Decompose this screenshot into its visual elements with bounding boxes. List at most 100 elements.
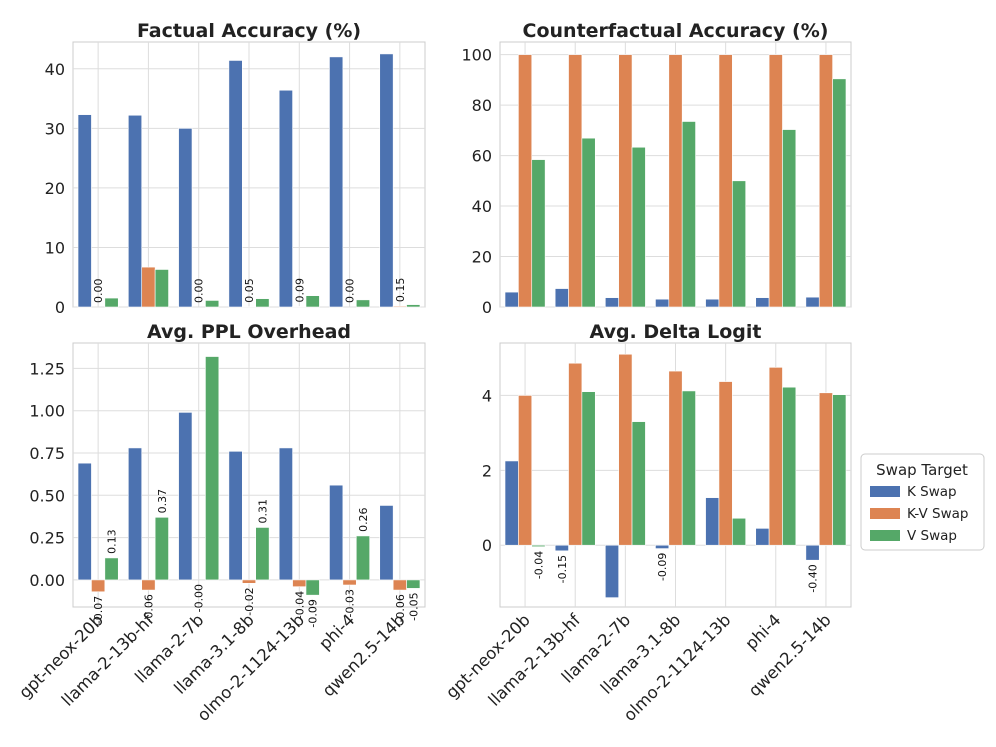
y-tick-label: 0 (482, 536, 492, 555)
y-tick-label: 0.75 (29, 444, 65, 463)
bar-v-swap-phi-4 (355, 299, 370, 308)
data-label: -0.00 (193, 584, 206, 612)
bar-k-swap-llama-3-1-8b (655, 298, 670, 308)
bar-v-swap-llama-2-13b-hf (581, 137, 596, 308)
bar-v-swap-gpt-neox-20b (531, 159, 546, 308)
x-tick-label: llama-2-13b-hf (58, 610, 158, 710)
legend-swatch-v-swap (870, 530, 900, 541)
bar-k-swap-gpt-neox-20b (504, 291, 519, 308)
bar-k-swap-phi-4 (755, 528, 770, 546)
chart-counterfactual-accuracy: 0 20 40 60 80 100 Counterfactual Accuracy (%) (461, 20, 852, 317)
y-tick-label: 1.25 (29, 359, 65, 378)
legend-label-v-swap: V Swap (907, 528, 957, 544)
data-label: 0.37 (156, 489, 169, 514)
bar-v-swap-llama-2-13b-hf (154, 517, 169, 581)
bar-v-swap-qwen2-5-14b (406, 304, 421, 308)
chart-avg-ppl-overhead: 0.00 0.25 0.50 0.75 1.00 1.25 -0.07 0.13 -0.06 0.… (15, 321, 426, 725)
bar-v-swap-llama-2-13b-hf (581, 391, 596, 546)
bar-v-swap-phi-4 (355, 535, 370, 581)
bar-v-swap-qwen2-5-14b (406, 579, 421, 589)
y-tick-label: 2 (482, 461, 492, 480)
bar-k-v-swap-phi-4 (768, 367, 783, 546)
x-tick-label: gpt-neox-20b (15, 610, 107, 702)
bar-k-swap-gpt-neox-20b (504, 460, 519, 546)
bar-k-v-swap-phi-4 (342, 579, 357, 586)
bar-k-v-swap-llama-2-13b-hf (141, 266, 156, 308)
bar-k-v-swap-qwen2-5-14b (818, 392, 833, 546)
y-tick-label: 4 (482, 386, 492, 405)
y-tick-label: 40 (45, 60, 65, 79)
bar-v-swap-llama-3-1-8b (255, 298, 270, 308)
y-tick-label: 0 (55, 298, 65, 317)
bar-k-swap-llama-2-13b-hf (554, 288, 569, 308)
y-tick-label: 0.00 (29, 571, 65, 590)
data-label: -0.06 (394, 594, 407, 622)
data-label: -0.02 (243, 587, 256, 615)
bar-v-swap-olmo-2-1124-13b (732, 517, 746, 546)
y-tick-label: 60 (472, 147, 492, 166)
bar-k-v-swap-olmo-2-1124-13b (292, 579, 307, 587)
data-label: -0.15 (556, 555, 569, 583)
bar-v-swap-llama-3-1-8b (681, 121, 696, 308)
legend-title: Swap Target (876, 461, 968, 479)
bar-k-swap-llama-2-7b (604, 544, 619, 598)
chart-factual-accuracy: 0 10 20 30 40 0.00 0.00 0.05 0.09 0.00 0.15 Factual… (45, 20, 426, 317)
data-label: 0.00 (92, 279, 105, 304)
bar-k-v-swap-llama-2-13b-hf (568, 362, 583, 546)
bar-k-swap-olmo-2-1124-13b (278, 89, 293, 308)
data-label: 0.09 (293, 278, 306, 303)
chart-title: Avg. PPL Overhead (147, 321, 351, 343)
bar-k-swap-llama-2-7b (178, 128, 193, 308)
bar-k-v-swap-gpt-neox-20b (91, 579, 106, 593)
bar-k-v-swap-gpt-neox-20b (518, 54, 533, 308)
data-label: -0.03 (344, 589, 357, 617)
bar-k-swap-qwen2-5-14b (379, 505, 394, 581)
data-label: -0.04 (532, 551, 545, 579)
bar-v-swap-qwen2-5-14b (832, 394, 847, 546)
data-label: 0.26 (357, 507, 370, 532)
data-label: 0.05 (243, 278, 256, 303)
legend-swatch-k-swap (870, 486, 900, 497)
bar-k-swap-llama-3-1-8b (655, 544, 670, 549)
bar-k-v-swap-llama-2-7b (618, 353, 633, 546)
data-label: -0.07 (92, 596, 105, 624)
bar-k-v-swap-olmo-2-1124-13b (718, 54, 733, 308)
bar-v-swap-phi-4 (782, 386, 797, 546)
bar-v-swap-gpt-neox-20b (104, 297, 119, 308)
bar-k-swap-llama-3-1-8b (228, 60, 243, 308)
bar-k-v-swap-llama-2-7b (618, 54, 633, 308)
bar-k-v-swap-llama-3-1-8b (241, 579, 257, 584)
x-tick-label: gpt-neox-20b (442, 610, 534, 702)
data-label: -0.04 (293, 591, 306, 619)
x-tick-label: llama-2-13b-hf (485, 610, 585, 710)
bar-k-v-swap-qwen2-5-14b (392, 579, 407, 591)
bar-k-v-swap-qwen2-5-14b (818, 54, 833, 308)
data-label: 0.00 (344, 279, 357, 304)
bar-v-swap-olmo-2-1124-13b (732, 180, 746, 308)
bar-k-swap-olmo-2-1124-13b (278, 447, 293, 581)
bar-v-swap-gpt-neox-20b (104, 557, 119, 581)
y-tick-label: 40 (472, 197, 492, 216)
bar-k-swap-olmo-2-1124-13b (705, 497, 720, 546)
y-tick-label: 10 (45, 238, 65, 257)
chart-title: Counterfactual Accuracy (%) (523, 20, 829, 42)
bar-k-v-swap-qwen2-5-14b (392, 305, 407, 308)
bar-k-v-swap-llama-3-1-8b (668, 370, 683, 546)
data-label: 0.15 (394, 278, 407, 303)
data-label: -0.40 (807, 564, 820, 592)
chart-title: Factual Accuracy (%) (137, 20, 361, 42)
chart-title: Avg. Delta Logit (590, 321, 762, 343)
bar-k-v-swap-llama-2-13b-hf (568, 54, 583, 308)
bar-k-v-swap-olmo-2-1124-13b (718, 381, 733, 546)
bar-k-swap-gpt-neox-20b (77, 114, 92, 308)
bar-k-v-swap-gpt-neox-20b (518, 395, 533, 546)
bar-v-swap-llama-2-13b-hf (154, 269, 169, 308)
data-label: -0.06 (142, 594, 155, 622)
data-label: -0.09 (656, 553, 669, 581)
y-tick-label: 0.25 (29, 529, 65, 548)
bar-v-swap-olmo-2-1124-13b (305, 579, 320, 596)
legend: Swap Target K Swap K-V Swap V Swap (860, 453, 985, 551)
data-label: -0.09 (307, 599, 320, 627)
bar-v-swap-phi-4 (782, 129, 797, 308)
